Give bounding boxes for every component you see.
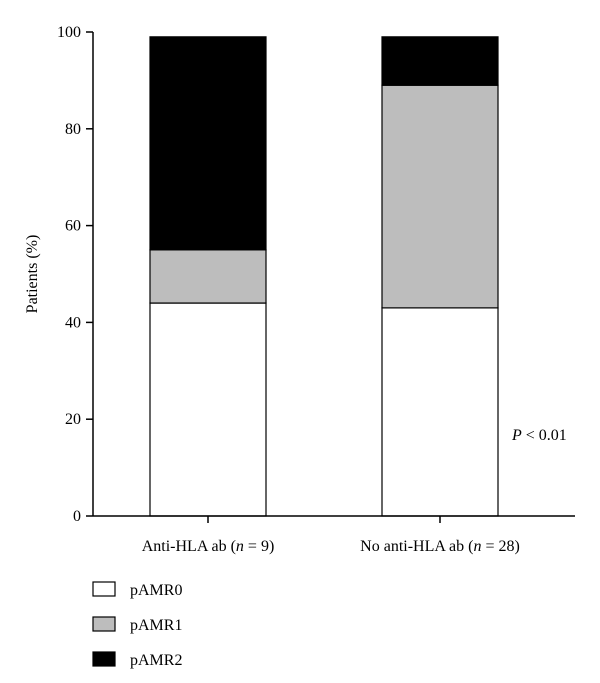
legend-swatch-pamr0 xyxy=(92,581,116,597)
legend-label-pamr2: pAMR2 xyxy=(130,652,182,669)
y-tick-label: 0 xyxy=(73,508,81,525)
x-tick-label: Anti-HLA ab (n = 9) xyxy=(142,538,275,555)
plot-area xyxy=(149,36,499,517)
y-tick-label: 100 xyxy=(57,24,81,41)
y-tick-label: 60 xyxy=(65,218,81,235)
bar-pamr1-0 xyxy=(149,249,267,304)
legend: pAMR0 pAMR1 pAMR2 xyxy=(92,581,182,669)
p-value-annotation: P < 0.01 xyxy=(511,427,567,444)
x-tick-label: No anti-HLA ab (n = 28) xyxy=(360,538,520,555)
bar-pamr1-1 xyxy=(381,84,499,309)
y-tick-label: 40 xyxy=(65,314,81,331)
y-axis-title: Patients (%) xyxy=(24,235,41,314)
y-tick-label: 20 xyxy=(65,411,81,428)
legend-swatch-pamr2 xyxy=(92,651,116,667)
y-tick-label: 80 xyxy=(65,121,81,138)
bar-pamr2-1 xyxy=(381,36,499,86)
legend-label-pamr1: pAMR1 xyxy=(130,617,182,634)
axes: 0 20 40 60 80 100 Anti-HLA ab (n = 9) No anti-H… xyxy=(24,24,575,555)
bar-pamr0-1 xyxy=(381,307,499,517)
bar-pamr2-0 xyxy=(149,36,267,251)
legend-label-pamr0: pAMR0 xyxy=(130,582,182,599)
bar-pamr0-0 xyxy=(149,302,267,517)
legend-swatch-pamr1 xyxy=(92,616,116,632)
